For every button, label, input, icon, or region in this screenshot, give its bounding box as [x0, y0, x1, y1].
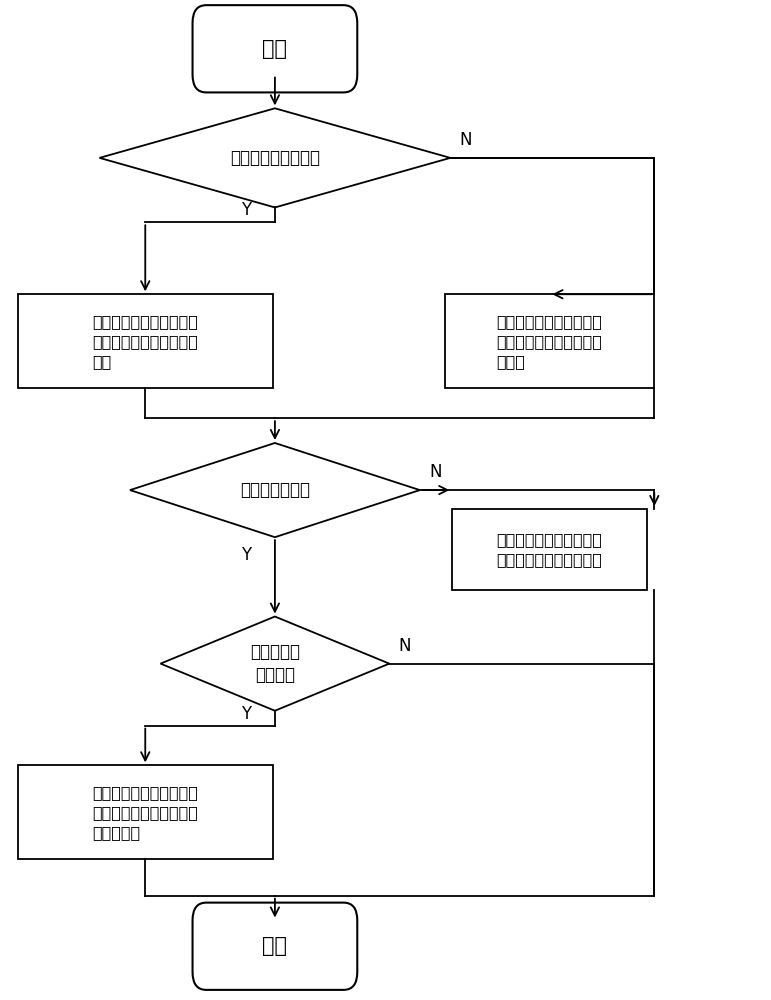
Text: 主站向从站发送重传请求
帧，从站将发送缓冲的数
据重新上传: 主站向从站发送重传请求 帧，从站将发送缓冲的数 据重新上传: [93, 785, 198, 840]
Text: 结束: 结束: [262, 936, 288, 956]
Text: Y: Y: [241, 201, 251, 219]
Bar: [18, 294, 273, 388]
Text: N: N: [429, 463, 442, 481]
Polygon shape: [160, 617, 389, 711]
Text: 主站向从站发送不带数据
的命令帧后，等待接收从
站应答: 主站向从站发送不带数据 的命令帧后，等待接收从 站应答: [497, 314, 602, 369]
Text: Y: Y: [241, 546, 251, 564]
FancyBboxPatch shape: [193, 5, 357, 92]
Text: 主站向从站发送带数据的
命令帧后，等待接收从站
应答: 主站向从站发送带数据的 命令帧后，等待接收从站 应答: [93, 314, 198, 369]
Polygon shape: [99, 108, 450, 207]
Text: 主站向从站发送重传命令
帧，从站进行正常的响应: 主站向从站发送重传命令 帧，从站进行正常的响应: [497, 532, 602, 567]
Text: 主站是否有数据发送: 主站是否有数据发送: [230, 149, 320, 167]
Polygon shape: [130, 443, 420, 537]
Text: 是否接收到数据: 是否接收到数据: [240, 481, 310, 499]
Text: 接收的数据
是否错误: 接收的数据 是否错误: [250, 643, 300, 684]
Bar: [453, 509, 647, 590]
Text: N: N: [399, 637, 411, 655]
Text: N: N: [460, 131, 472, 149]
Bar: [445, 294, 655, 388]
FancyBboxPatch shape: [193, 903, 357, 990]
Bar: [18, 765, 273, 859]
Text: Y: Y: [241, 705, 251, 723]
Text: 开始: 开始: [262, 39, 288, 59]
